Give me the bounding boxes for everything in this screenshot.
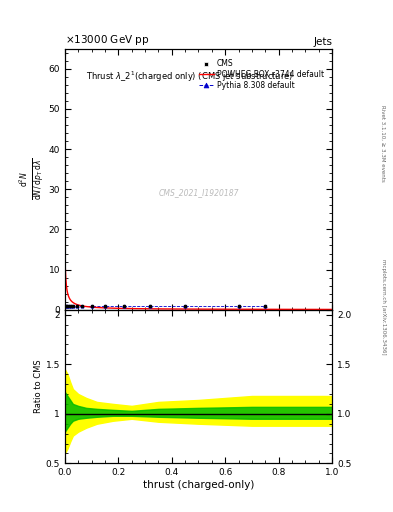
Legend: CMS, POWHEG BOX r3744 default, Pythia 8.308 default: CMS, POWHEG BOX r3744 default, Pythia 8.… — [197, 58, 325, 92]
X-axis label: thrust (charged-only): thrust (charged-only) — [143, 480, 254, 490]
Text: Thrust $\lambda\_2^1$(charged only) (CMS jet substructure): Thrust $\lambda\_2^1$(charged only) (CMS… — [86, 70, 294, 84]
Text: Rivet 3.1.10, ≥ 3.3M events: Rivet 3.1.10, ≥ 3.3M events — [381, 105, 386, 182]
Y-axis label: Ratio to CMS: Ratio to CMS — [34, 360, 43, 413]
Y-axis label: $\mathrm{d}^2N$
$\overline{\mathrm{d}N\,/\,\mathrm{d}p_\mathrm{T}\;\mathrm{d}\la: $\mathrm{d}^2N$ $\overline{\mathrm{d}N\,… — [17, 158, 46, 200]
Text: CMS_2021_I1920187: CMS_2021_I1920187 — [158, 188, 239, 197]
Text: $\times$13000 GeV pp: $\times$13000 GeV pp — [65, 33, 149, 47]
Text: mcplots.cern.ch [arXiv:1306.3436]: mcplots.cern.ch [arXiv:1306.3436] — [381, 260, 386, 355]
Text: Jets: Jets — [313, 37, 332, 47]
